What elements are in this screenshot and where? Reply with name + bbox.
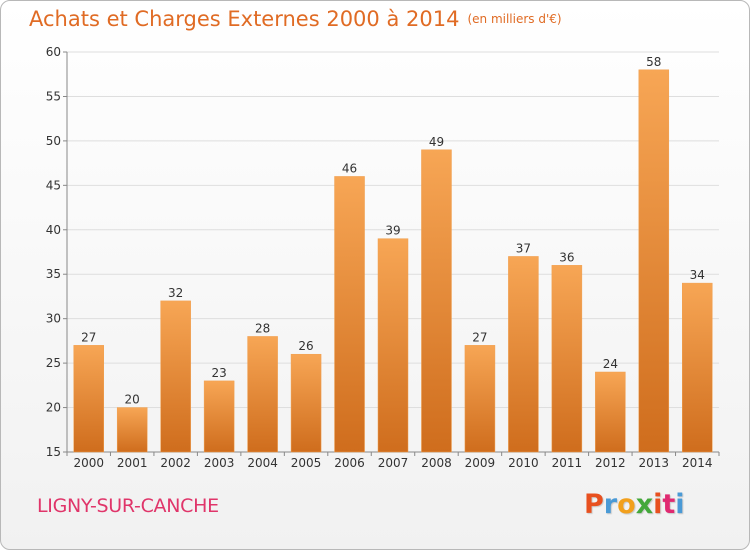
x-tick-label: 2011 (552, 456, 583, 470)
bar-2005 (290, 353, 322, 453)
bar-2004 (247, 336, 278, 453)
data-label-2012: 24 (603, 357, 618, 371)
chart-title-text: Achats et Charges Externes 2000 à 2014 (29, 7, 460, 31)
bars (73, 69, 713, 453)
data-label-2011: 36 (559, 250, 574, 264)
axes: 15 20 25 30 35 40 45 50 55 60 2000 2001 2002 2003 2004… (46, 45, 720, 470)
bar-2014 (682, 282, 713, 453)
logo-letter: i (675, 489, 685, 520)
x-tick-label: 2001 (117, 456, 148, 470)
x-tick-label: 2006 (334, 456, 365, 470)
x-tick-label: 2014 (682, 456, 713, 470)
y-tick-label: 60 (46, 45, 61, 59)
chart-title: Achats et Charges Externes 2000 à 2014 (e… (29, 7, 562, 31)
bar-2013 (638, 69, 670, 453)
data-label-2007: 39 (385, 224, 400, 238)
y-tick-label: 45 (46, 178, 61, 192)
logo-letter: r (603, 489, 618, 520)
y-tick-label: 15 (46, 445, 61, 459)
y-tick-label: 55 (46, 89, 61, 103)
data-label-2000: 27 (81, 330, 96, 344)
proxiti-logo: Proxiti (584, 489, 685, 520)
bar-2000 (73, 345, 104, 453)
x-tick-label: 2004 (247, 456, 278, 470)
commune-name: LIGNY-SUR-CANCHE (37, 495, 219, 517)
data-label-2006: 46 (342, 161, 357, 175)
logo-letter: i (653, 489, 663, 520)
bar-2006 (334, 176, 365, 453)
x-tick-label: 2013 (639, 456, 670, 470)
x-tick-label: 2007 (378, 456, 409, 470)
y-tick-label: 30 (46, 312, 61, 326)
data-label-2009: 27 (472, 330, 487, 344)
data-label-2010: 37 (516, 241, 531, 255)
y-tick-label: 35 (46, 267, 61, 281)
data-label-2013: 58 (646, 55, 661, 69)
x-tick-label: 2000 (73, 456, 104, 470)
data-label-2014: 34 (690, 268, 705, 282)
x-tick-label: 2012 (595, 456, 626, 470)
x-tick-label: 2003 (204, 456, 235, 470)
data-labels: 27 20 32 23 28 26 46 39 49 27 37 36 24 58 34 (81, 55, 705, 407)
bar-2002 (160, 300, 191, 453)
y-tick-label: 25 (46, 356, 61, 370)
bar-2007 (377, 238, 409, 453)
data-label-2004: 28 (255, 321, 270, 335)
bar-2009 (464, 345, 496, 453)
logo-letter: t (662, 489, 676, 520)
bar-2012 (595, 371, 626, 453)
bar-2008 (421, 149, 452, 453)
data-label-2005: 26 (298, 339, 313, 353)
data-label-2002: 32 (168, 286, 183, 300)
x-tick-label: 2009 (465, 456, 496, 470)
y-tick-label: 50 (46, 134, 61, 148)
x-tick-label: 2010 (508, 456, 539, 470)
logo-letter: P (584, 489, 604, 520)
logo-letter: x (635, 489, 654, 520)
data-label-2003: 23 (211, 366, 226, 380)
chart-unit: (en milliers d'€) (467, 12, 562, 26)
data-label-2008: 49 (429, 135, 444, 149)
y-tick-label: 20 (46, 401, 61, 415)
y-tick-label: 40 (46, 223, 61, 237)
x-tick-label: 2008 (421, 456, 452, 470)
bar-2010 (508, 256, 539, 453)
bar-2011 (551, 265, 583, 453)
logo-letter: o (617, 489, 636, 520)
x-tick-label: 2005 (291, 456, 322, 470)
bar-2001 (116, 407, 148, 453)
bar-2003 (203, 380, 235, 453)
data-label-2001: 20 (125, 393, 140, 407)
x-tick-label: 2002 (160, 456, 191, 470)
